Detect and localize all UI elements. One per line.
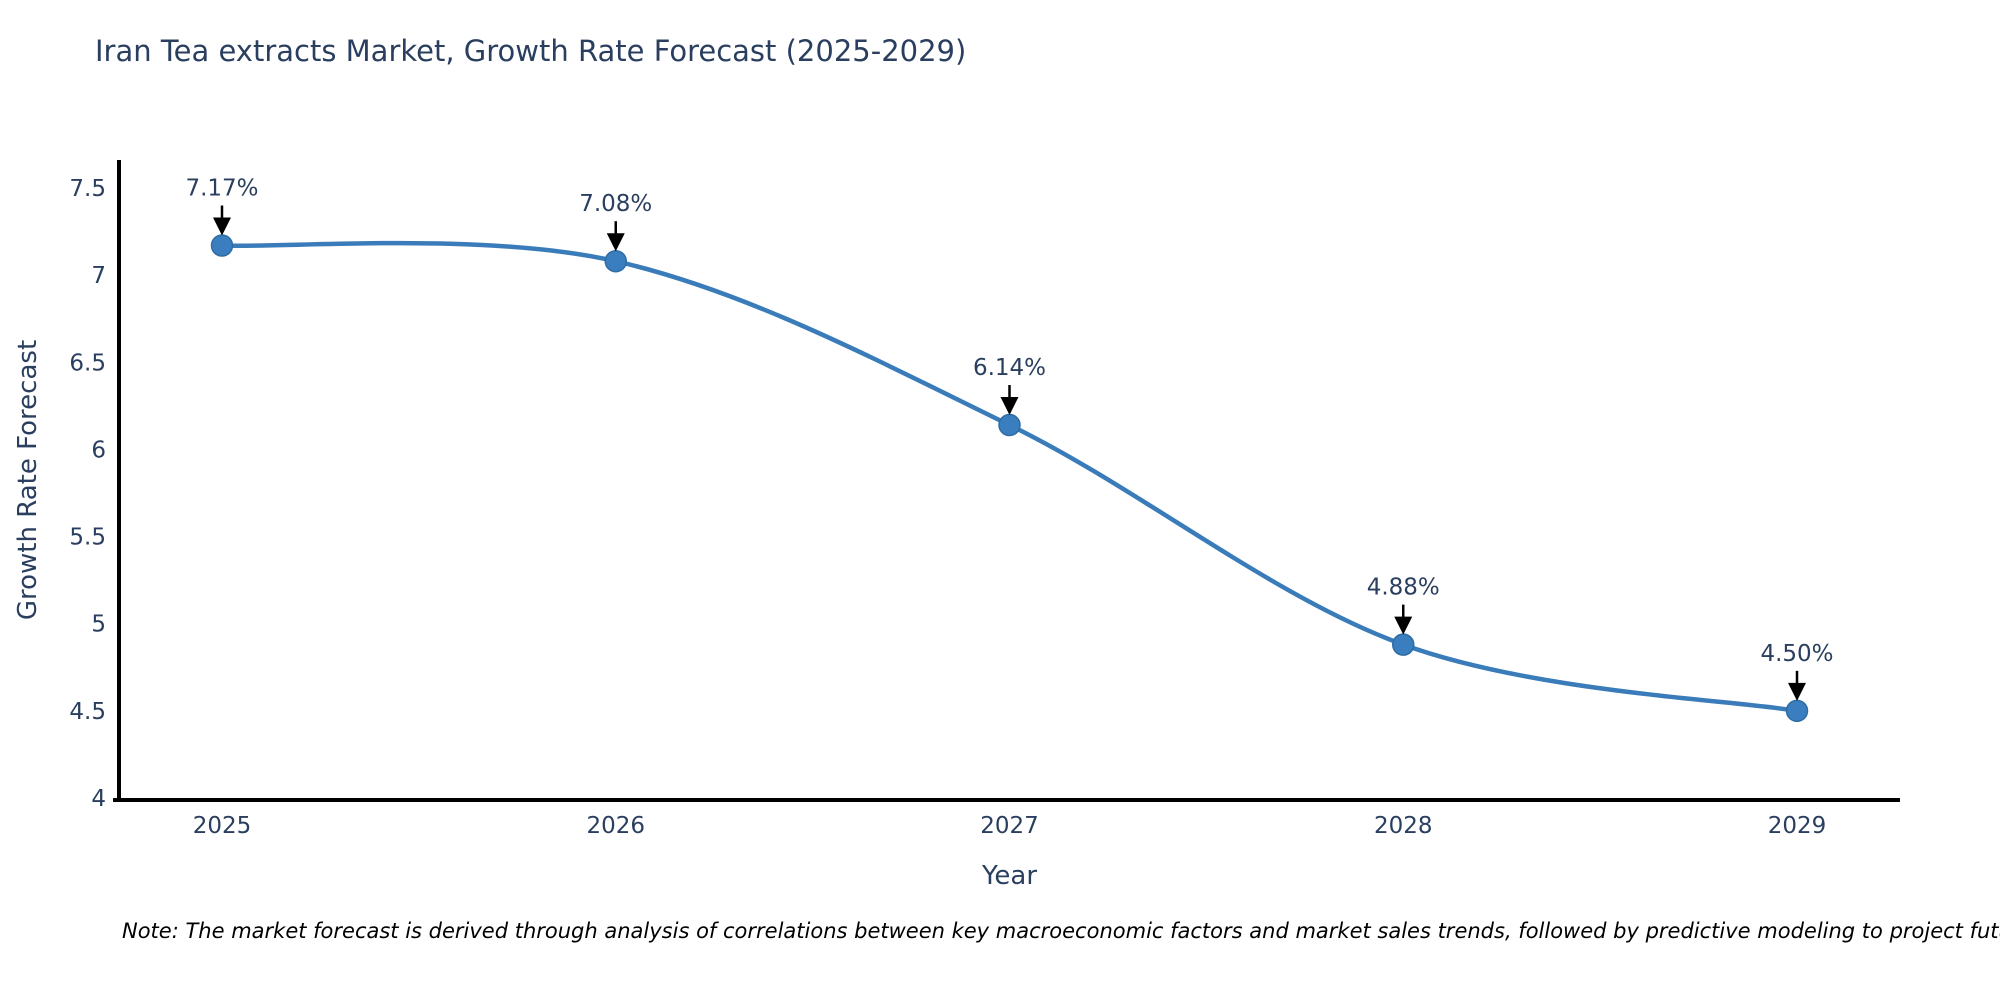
point-value-label: 4.50% [1760,641,1833,667]
point-value-label: 4.88% [1367,575,1440,601]
footnote: Note: The market forecast is derived thr… [122,919,2000,943]
data-point-marker [604,249,627,273]
x-tick-label: 2029 [1768,813,1827,839]
trend-line-path [219,240,1800,714]
y-axis-title: Growth Rate Forecast [13,340,43,620]
y-tick-label: 7 [91,263,106,289]
data-point-marker [210,234,234,257]
annotation-arrow-head [1788,682,1806,701]
annotation-arrow-head [1394,616,1413,635]
data-point-marker [998,413,1021,437]
point-value-label: 6.14% [973,355,1046,381]
y-tick-label: 4 [91,786,106,812]
x-tick-label: 2025 [193,813,252,839]
y-tick-label: 6 [91,437,106,463]
annotation-arrow-head [213,217,231,236]
data-point-marker [1785,699,1809,723]
y-tick-label: 5.5 [69,525,106,551]
y-tick-label: 4.5 [69,699,106,725]
x-tick-label: 2027 [980,813,1039,839]
x-axis-title: Year [981,861,1037,891]
y-tick-label: 5 [91,612,106,638]
data-point-marker [1392,633,1415,656]
chart-title: Iran Tea extracts Market, Growth Rate Fo… [95,34,967,68]
x-tick-label: 2026 [586,813,645,839]
point-value-label: 7.08% [579,191,652,217]
y-tick-label: 6.5 [69,350,106,376]
annotation-arrow-head [606,233,625,252]
y-tick-label: 7.5 [69,176,106,202]
point-value-label: 7.17% [185,176,258,202]
x-tick-label: 2028 [1374,813,1433,839]
annotation-arrow-head [1000,397,1019,416]
